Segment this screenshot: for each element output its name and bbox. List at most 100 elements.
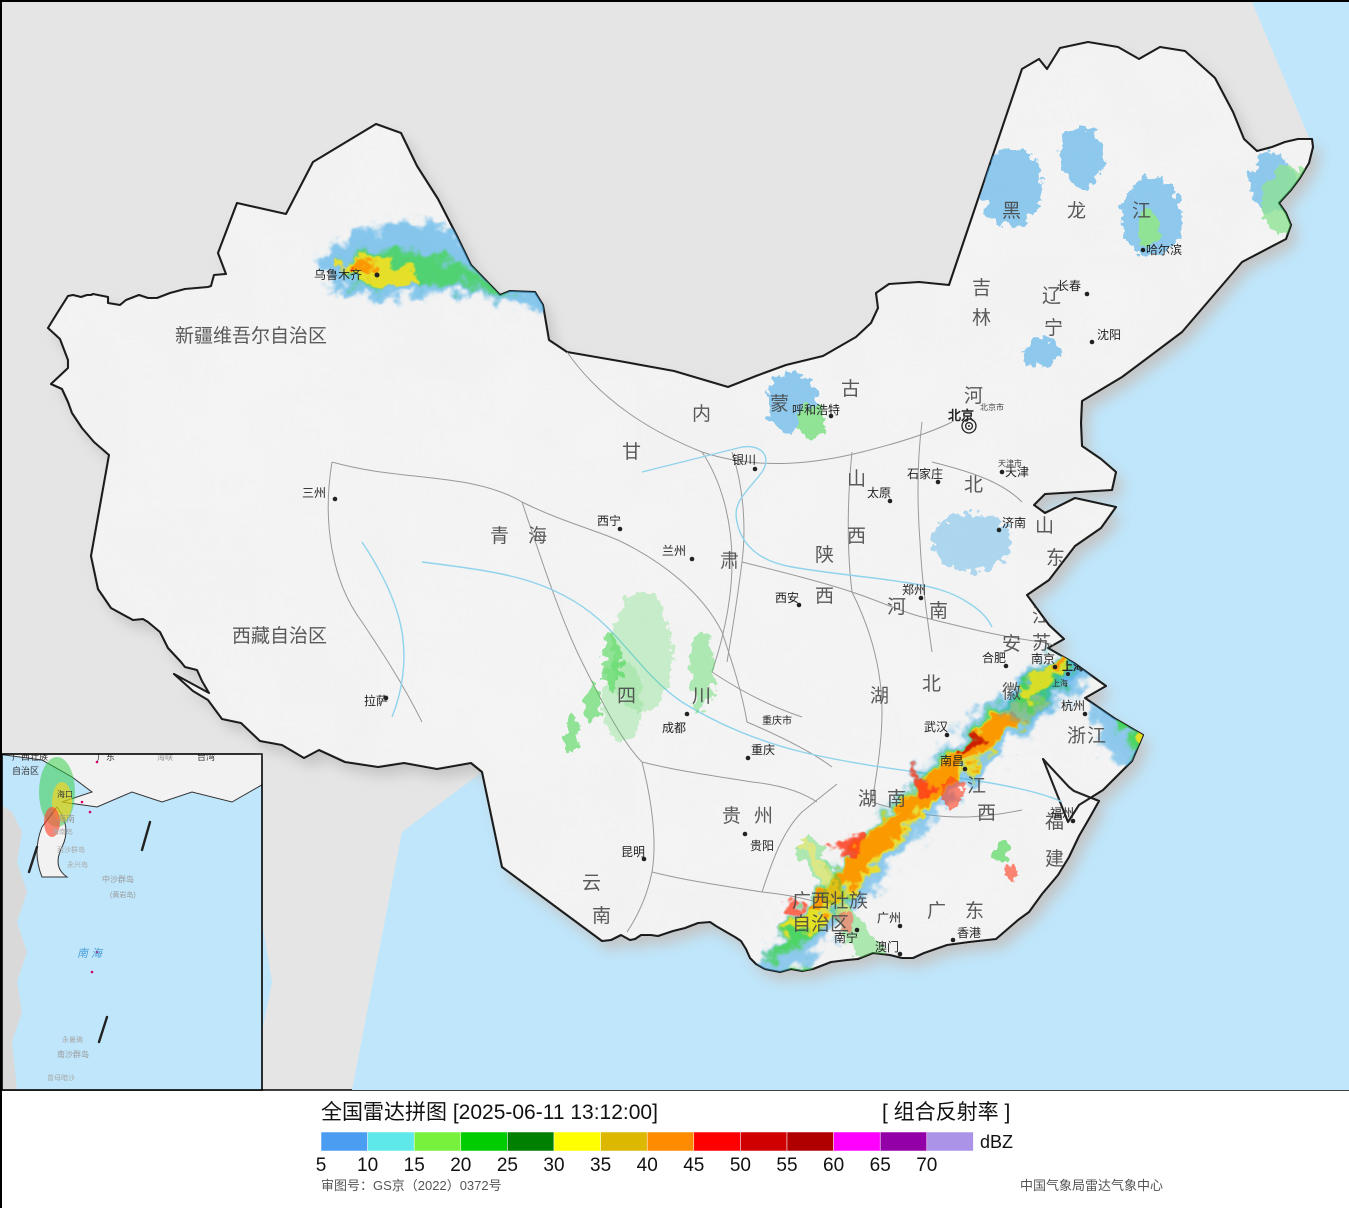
svg-text:自治区: 自治区 bbox=[12, 765, 39, 776]
svg-text:南京: 南京 bbox=[1031, 651, 1055, 666]
svg-text:35: 35 bbox=[590, 1155, 611, 1176]
svg-text:河: 河 bbox=[887, 596, 906, 618]
svg-text:郑州: 郑州 bbox=[902, 582, 926, 597]
svg-text:40: 40 bbox=[637, 1155, 658, 1176]
svg-text:北京: 北京 bbox=[948, 408, 974, 423]
svg-text:西沙群岛: 西沙群岛 bbox=[57, 845, 85, 854]
svg-text:南 海: 南 海 bbox=[77, 947, 104, 960]
svg-text:成都: 成都 bbox=[662, 721, 686, 735]
svg-text:太原: 太原 bbox=[867, 485, 891, 500]
svg-text:30: 30 bbox=[543, 1155, 564, 1176]
svg-text:南: 南 bbox=[929, 600, 948, 622]
svg-text:南宁: 南宁 bbox=[834, 930, 858, 945]
svg-text:吉: 吉 bbox=[972, 277, 991, 299]
svg-text:徽: 徽 bbox=[1002, 681, 1021, 703]
svg-text:永兴岛: 永兴岛 bbox=[67, 860, 88, 869]
svg-text:dBZ: dBZ bbox=[980, 1132, 1013, 1152]
svg-text:黑: 黑 bbox=[1002, 201, 1021, 222]
svg-text:曾母暗沙: 曾母暗沙 bbox=[47, 1073, 75, 1082]
svg-text:55: 55 bbox=[776, 1155, 797, 1176]
svg-text:南昌: 南昌 bbox=[940, 753, 964, 768]
svg-text:三州: 三州 bbox=[302, 486, 326, 500]
svg-text:北: 北 bbox=[964, 474, 983, 496]
svg-text:古: 古 bbox=[841, 378, 860, 400]
svg-text:宁: 宁 bbox=[1044, 317, 1063, 339]
svg-text:石家庄: 石家庄 bbox=[907, 466, 943, 481]
svg-text:陕: 陕 bbox=[815, 544, 834, 566]
svg-text:广: 广 bbox=[927, 900, 946, 922]
svg-text:北京市: 北京市 bbox=[980, 402, 1004, 412]
svg-text:20: 20 bbox=[450, 1155, 471, 1176]
svg-text:兰州: 兰州 bbox=[662, 544, 686, 558]
svg-text:南沙群岛: 南沙群岛 bbox=[57, 1049, 89, 1059]
svg-text:乌鲁木齐: 乌鲁木齐 bbox=[314, 267, 362, 282]
svg-text:10: 10 bbox=[357, 1155, 378, 1176]
svg-text:福州: 福州 bbox=[1050, 805, 1074, 820]
svg-text:苏: 苏 bbox=[1032, 632, 1051, 654]
svg-text:青 海: 青 海 bbox=[490, 525, 547, 547]
svg-text:林: 林 bbox=[972, 307, 991, 329]
svg-text:昆明: 昆明 bbox=[621, 845, 645, 859]
svg-text:海南岛: 海南岛 bbox=[52, 827, 73, 836]
svg-text:15: 15 bbox=[404, 1155, 425, 1176]
svg-text:合肥: 合肥 bbox=[982, 650, 1006, 665]
svg-text:建: 建 bbox=[1045, 848, 1064, 870]
svg-text:江: 江 bbox=[1087, 725, 1106, 747]
svg-text:海南: 海南 bbox=[57, 813, 75, 824]
svg-text:哈尔滨: 哈尔滨 bbox=[1146, 242, 1182, 257]
svg-text:川: 川 bbox=[692, 686, 711, 707]
svg-text:贵: 贵 bbox=[722, 805, 741, 827]
svg-text:浙: 浙 bbox=[1067, 725, 1086, 747]
svg-text:东: 东 bbox=[965, 900, 984, 922]
svg-text:(黄岩岛): (黄岩岛) bbox=[110, 890, 136, 899]
svg-text:50: 50 bbox=[730, 1155, 751, 1176]
svg-text:西藏自治区: 西藏自治区 bbox=[232, 625, 327, 647]
svg-text:肃: 肃 bbox=[720, 550, 739, 572]
svg-text:新疆维吾尔自治区: 新疆维吾尔自治区 bbox=[175, 325, 327, 347]
svg-text:永暑礁: 永暑礁 bbox=[62, 1035, 83, 1044]
svg-text:州: 州 bbox=[754, 806, 773, 827]
svg-text:65: 65 bbox=[870, 1155, 891, 1176]
svg-text:45: 45 bbox=[683, 1155, 704, 1176]
svg-text:蒙: 蒙 bbox=[770, 393, 789, 415]
svg-text:西: 西 bbox=[815, 586, 834, 607]
svg-text:湖: 湖 bbox=[858, 788, 877, 810]
svg-text:澳门: 澳门 bbox=[875, 939, 899, 954]
svg-text:香港: 香港 bbox=[957, 926, 981, 940]
svg-text:龙: 龙 bbox=[1067, 200, 1086, 222]
svg-text:杭州: 杭州 bbox=[1061, 698, 1085, 713]
svg-text:25: 25 bbox=[497, 1155, 518, 1176]
svg-text:审图号：GS京（2022）0372号: 审图号：GS京（2022）0372号 bbox=[321, 1178, 502, 1193]
svg-text:山: 山 bbox=[1035, 515, 1054, 537]
svg-text:南: 南 bbox=[592, 905, 611, 927]
svg-text:70: 70 bbox=[916, 1155, 937, 1176]
svg-text:广州: 广州 bbox=[877, 911, 901, 925]
svg-text:西安: 西安 bbox=[775, 590, 799, 605]
svg-text:贵阳: 贵阳 bbox=[750, 839, 774, 853]
svg-text:沈阳: 沈阳 bbox=[1097, 327, 1121, 342]
svg-text:云: 云 bbox=[582, 873, 601, 894]
svg-text:内: 内 bbox=[692, 403, 711, 425]
svg-text:60: 60 bbox=[823, 1155, 844, 1176]
svg-text:中国气象局雷达气象中心: 中国气象局雷达气象中心 bbox=[1020, 1178, 1163, 1193]
svg-text:5: 5 bbox=[316, 1155, 327, 1176]
svg-text:四: 四 bbox=[617, 686, 636, 707]
svg-text:海口: 海口 bbox=[57, 789, 73, 799]
svg-text:重庆市: 重庆市 bbox=[762, 714, 792, 727]
svg-text:拉萨: 拉萨 bbox=[364, 693, 388, 708]
svg-text:[ 组合反射率 ]: [ 组合反射率 ] bbox=[882, 1101, 1010, 1124]
svg-text:广西壮族: 广西壮族 bbox=[792, 890, 868, 912]
svg-text:重庆: 重庆 bbox=[751, 743, 775, 757]
svg-text:济南: 济南 bbox=[1002, 515, 1026, 530]
svg-text:银川: 银川 bbox=[732, 453, 756, 467]
svg-text:山: 山 bbox=[847, 468, 866, 490]
svg-text:甘: 甘 bbox=[622, 441, 641, 463]
svg-text:上海: 上海 bbox=[1052, 678, 1068, 688]
svg-text:全国雷达拼图 [2025-06-11 13:12:00]: 全国雷达拼图 [2025-06-11 13:12:00] bbox=[321, 1101, 658, 1124]
svg-text:江: 江 bbox=[1132, 200, 1151, 222]
svg-text:南: 南 bbox=[887, 788, 906, 810]
svg-text:武汉: 武汉 bbox=[924, 720, 948, 734]
svg-text:西: 西 bbox=[977, 803, 996, 824]
svg-text:江: 江 bbox=[967, 775, 986, 797]
svg-text:呼和浩特: 呼和浩特 bbox=[792, 402, 840, 417]
